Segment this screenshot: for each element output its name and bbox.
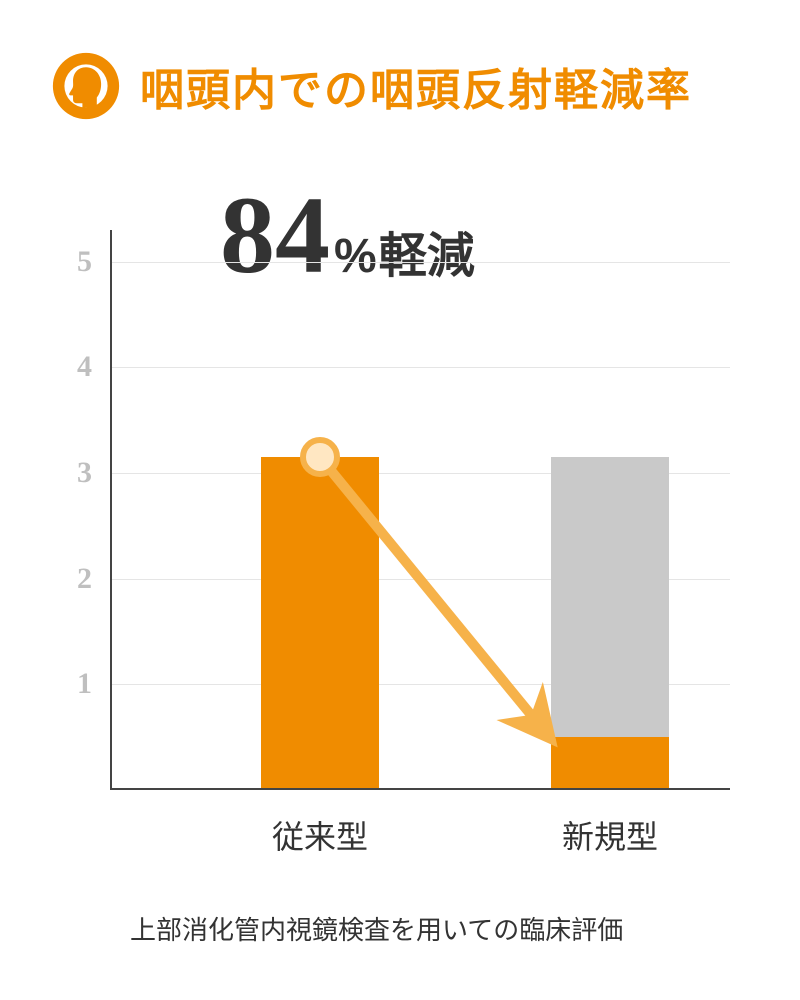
grid-line — [110, 367, 730, 368]
y-axis — [110, 230, 112, 790]
grid-line — [110, 262, 730, 263]
y-tick-label: 4 — [52, 350, 92, 384]
arrow-start-marker — [300, 437, 340, 477]
footnote: 上部消化管内視鏡検査を用いての臨床評価 — [130, 910, 623, 947]
bar-chart: 12345従来型新規型 — [110, 230, 730, 790]
y-tick-label: 5 — [52, 245, 92, 279]
y-tick-label: 1 — [52, 667, 92, 701]
y-tick-label: 3 — [52, 456, 92, 490]
x-axis — [110, 788, 730, 790]
chart-title: 咽頭内での咽頭反射軽減率 — [140, 54, 692, 118]
bar — [261, 457, 379, 790]
x-tick-label: 新規型 — [520, 812, 700, 858]
bar — [551, 737, 669, 790]
y-tick-label: 2 — [52, 562, 92, 596]
x-tick-label: 従来型 — [230, 812, 410, 858]
head-profile-icon — [50, 50, 122, 122]
header: 咽頭内での咽頭反射軽減率 — [50, 50, 692, 122]
